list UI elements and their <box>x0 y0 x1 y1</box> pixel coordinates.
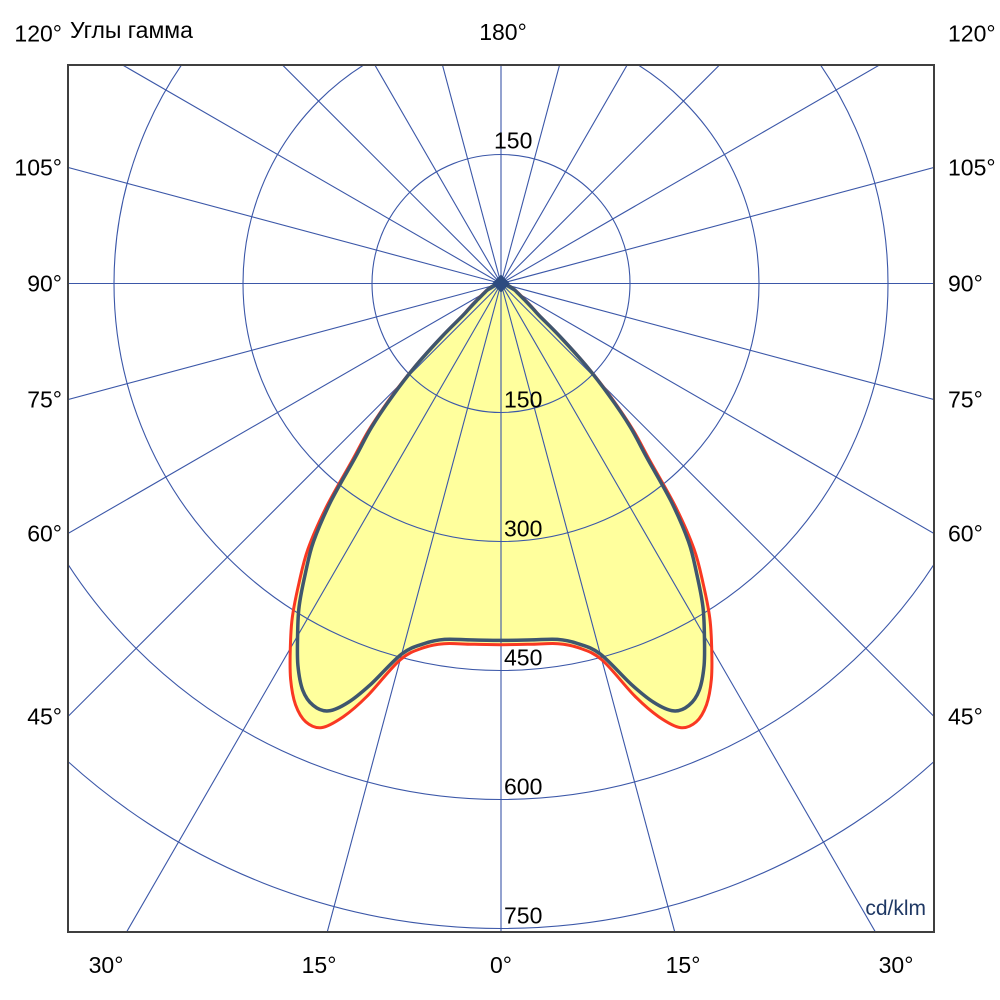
grid-ray <box>500 166 934 285</box>
gamma-label-right: 105° <box>948 154 996 180</box>
plot-border <box>67 64 935 933</box>
gamma-label-right: 60° <box>948 520 983 546</box>
grid-ray <box>326 283 502 932</box>
grid-ray <box>500 65 881 284</box>
gamma-label-left: 120° <box>14 21 62 47</box>
ring-value-label: 750 <box>504 903 542 929</box>
grid-ray <box>500 283 934 718</box>
grid-ray <box>68 282 502 401</box>
grid-ray <box>121 65 502 284</box>
axis-labels: 150 300 450 600 750 150 120° 105° 90° 75° 60° 45° 12… <box>14 19 995 978</box>
gamma-label-bottom: 15° <box>666 952 701 978</box>
grid-ray <box>500 283 676 932</box>
gamma-label-left: 105° <box>14 154 62 180</box>
grid-ray <box>68 283 502 718</box>
grid-ray <box>500 283 934 535</box>
ring-value-label: 450 <box>504 645 542 671</box>
grid-ray <box>500 283 877 932</box>
blue-curve <box>295 281 707 713</box>
gamma-label-left: 60° <box>27 520 62 546</box>
gamma-label-right: 75° <box>948 387 983 413</box>
gamma-label-left: 90° <box>27 271 62 297</box>
grid-ray <box>281 65 502 284</box>
grid-ray <box>500 282 934 401</box>
grid-ray <box>68 283 502 535</box>
grid-ray <box>500 65 561 284</box>
grid-ray <box>125 283 502 932</box>
grid-ray <box>500 65 628 284</box>
ring-value-label: 600 <box>504 774 542 800</box>
grid-ray <box>500 65 721 284</box>
grid-ray <box>374 65 502 284</box>
gamma-label-bottom: 30° <box>879 952 914 978</box>
ring-value-label: 150 <box>504 387 542 413</box>
gamma-label-bottom: 0° <box>490 952 512 978</box>
center-marker-icon <box>492 274 510 293</box>
gamma-label-left: 75° <box>27 387 62 413</box>
gamma-label-right: 45° <box>948 704 983 730</box>
ring-value-label: 300 <box>504 516 542 542</box>
gamma-label-right: 90° <box>948 271 983 297</box>
gamma-label-top: 180° <box>479 19 527 45</box>
grid-ray <box>68 166 502 285</box>
gamma-label-bottom: 30° <box>89 952 124 978</box>
gamma-label-left: 45° <box>27 704 62 730</box>
gamma-label-right: 120° <box>948 21 996 47</box>
ring-value-label: 150 <box>494 128 532 154</box>
grid-ray <box>441 65 502 284</box>
gamma-label-bottom: 15° <box>302 952 337 978</box>
